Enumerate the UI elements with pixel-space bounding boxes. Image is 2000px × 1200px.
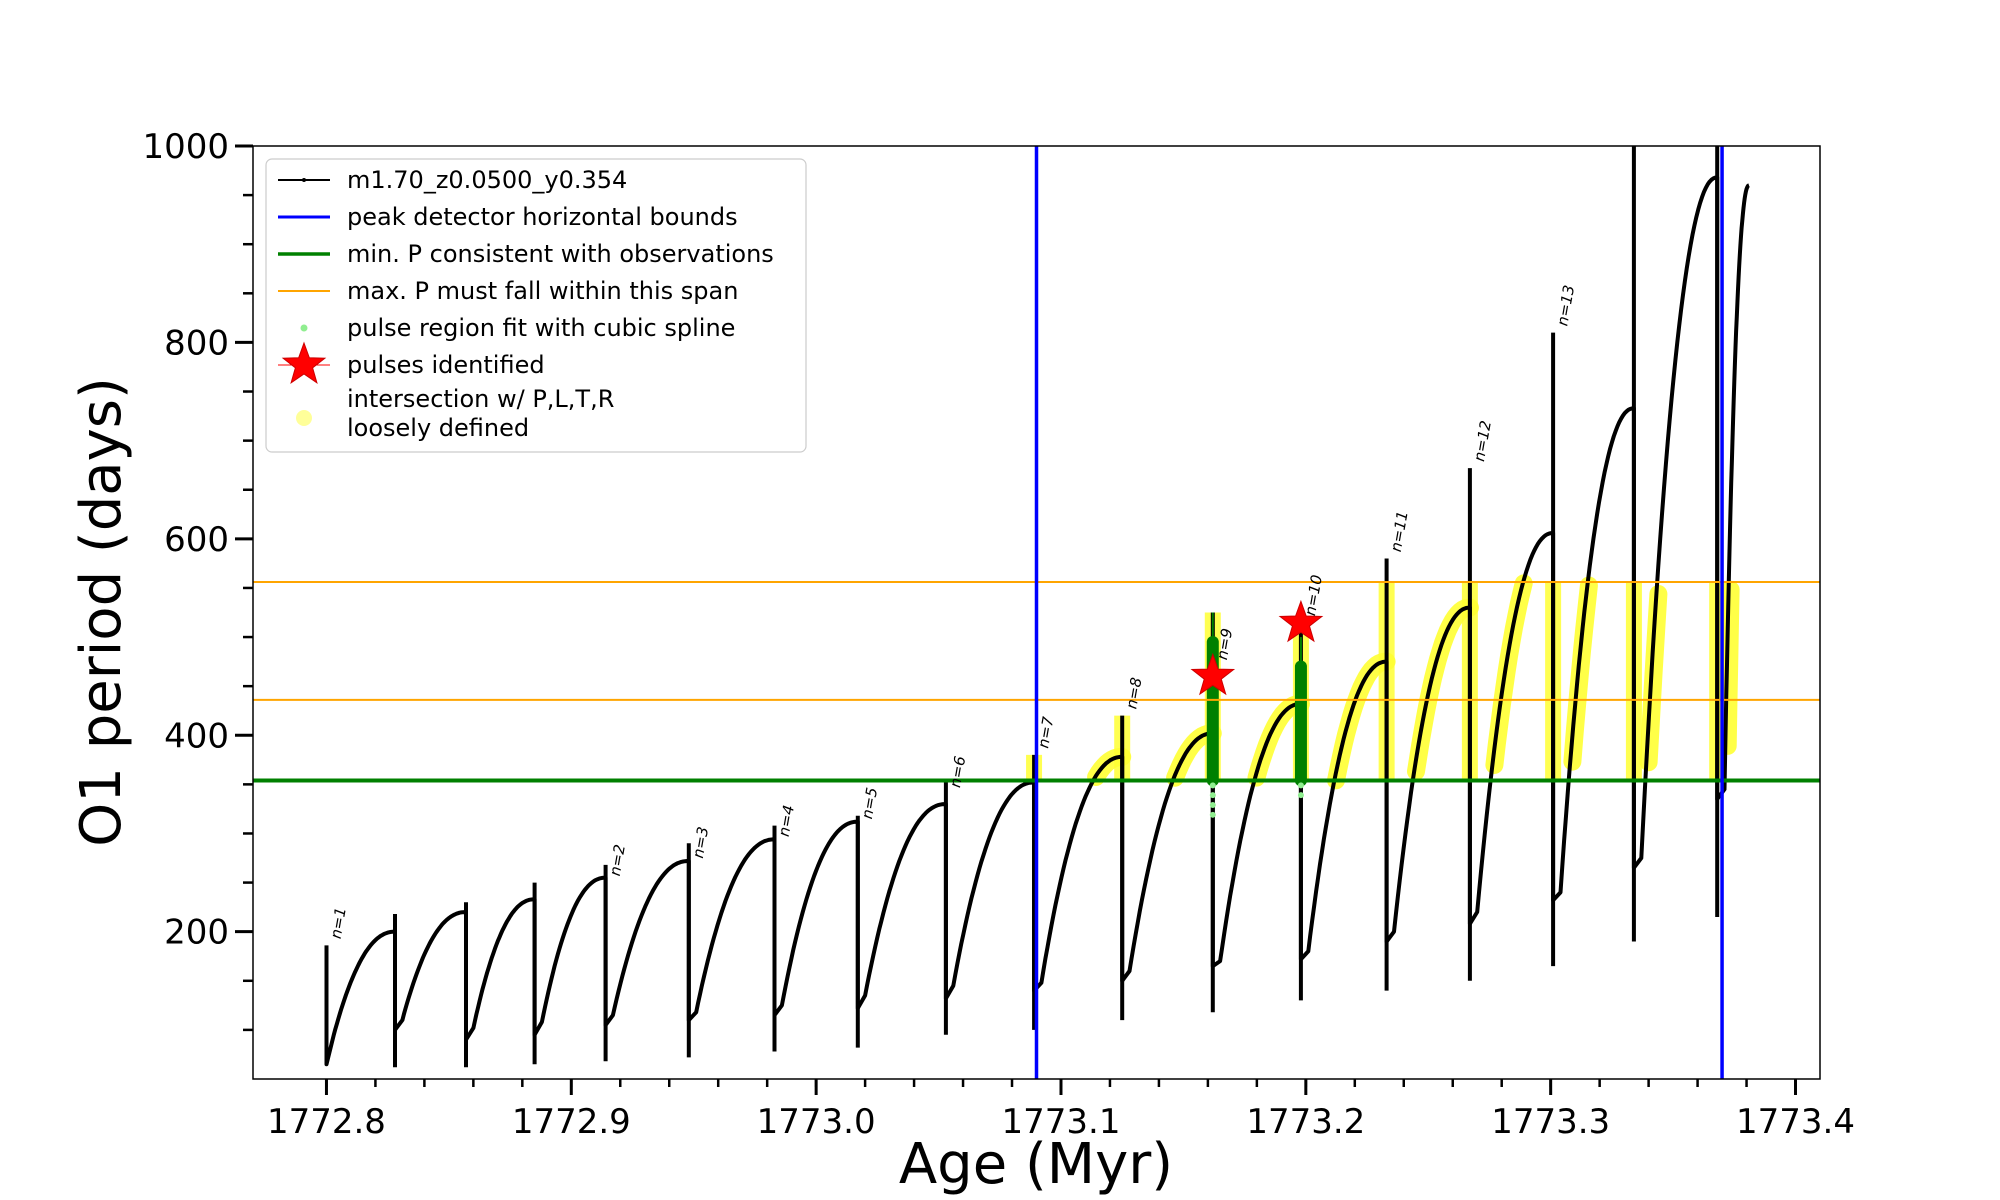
pulse-star [1190, 652, 1236, 696]
cycle-curve [1631, 146, 1720, 917]
pulse-label: n=12 [1470, 419, 1495, 463]
cycle-curve [1715, 146, 1751, 802]
spline-point [1297, 782, 1304, 789]
cycle-curve [855, 802, 948, 1035]
legend-swatch-intersection [296, 410, 312, 426]
plot-frame [252, 145, 1821, 1080]
cycle-curve [686, 837, 777, 1052]
legend-label-max-period: max. P must fall within this span [347, 277, 738, 305]
intersection-band [1407, 598, 1479, 781]
legend-entry-intersection: intersection w/ P,L,T,R loosely defined [296, 385, 614, 442]
cycle-curve [532, 875, 608, 1062]
legend-entry-spline: pulse region fit with cubic spline [300, 314, 735, 342]
legend: m1.70_z0.0500_y0.354 peak detector horiz… [265, 158, 807, 453]
legend-label-intersection: intersection w/ P,L,T,R [347, 385, 614, 413]
legend-swatch-spline [300, 324, 308, 332]
legend-entry-peak-bounds: peak detector horizontal bounds [278, 203, 738, 231]
x-tick-label: 1772.9 [512, 1102, 631, 1142]
x-tick-label: 1772.8 [267, 1102, 386, 1142]
y-tick-label: 400 [164, 716, 229, 756]
pulse-label: n=4 [775, 804, 798, 838]
cycle-curve [1120, 715, 1215, 1013]
y-axis-label: O1 period (days) [69, 377, 134, 847]
x-tick-label: 1773.2 [1246, 1102, 1365, 1142]
intersection-band [1639, 585, 1668, 772]
legend-box [265, 158, 807, 453]
pulse-label: n=11 [1387, 510, 1412, 554]
x-tick-label: 1773.1 [1002, 1102, 1121, 1142]
pulse-label: n=13 [1553, 284, 1578, 328]
pulse-label: n=6 [946, 755, 969, 789]
intersection-band [1718, 580, 1740, 755]
pulse-label: n=9 [1213, 627, 1236, 661]
spline-point [1209, 792, 1216, 799]
legend-entry-model: m1.70_z0.0500_y0.354 [278, 166, 627, 194]
cycle-curve [772, 819, 860, 1048]
spline-point [1209, 782, 1216, 789]
cycle-curve [603, 859, 691, 1058]
legend-swatch-model-dot [302, 178, 306, 182]
y-tick-label: 600 [164, 520, 229, 560]
y-tick-label: 800 [164, 323, 229, 363]
pulse-label: n=7 [1034, 715, 1057, 750]
intersection-band [1563, 576, 1598, 771]
cycle-curve [1298, 622, 1389, 991]
pulse-label: n=10 [1301, 573, 1326, 617]
plot-data-layer [253, 146, 1820, 1079]
legend-entry-max-period: max. P must fall within this span [278, 277, 738, 305]
legend-label-pulses: pulses identified [347, 351, 545, 379]
cycle-curve [393, 910, 468, 1068]
legend-entry-min-period: min. P consistent with observations [278, 240, 774, 268]
cycle-curve [943, 780, 1037, 1030]
spline-point [1209, 811, 1216, 818]
legend-label-peak-bounds: peak detector horizontal bounds [347, 203, 738, 231]
legend-label-intersection-line2: loosely defined [347, 414, 529, 442]
x-tick-label: 1773.3 [1491, 1102, 1610, 1142]
pulse-label: n=8 [1122, 676, 1145, 710]
cycle-curve [1032, 754, 1125, 1021]
legend-label-spline: pulse region fit with cubic spline [347, 314, 735, 342]
pulse-labels-layer: n=1 n=2 n=3 n=4 n=5 n=6 n=7 n=8 n=9 n=10 n=11 n=12 n… [327, 284, 1579, 941]
cycle-curve [1551, 332, 1636, 942]
pulse-star [1278, 599, 1324, 643]
spline-point [1209, 801, 1216, 808]
x-axis-label: Age (Myr) [899, 1132, 1173, 1197]
spline-point [1297, 792, 1304, 799]
cycle-curve [464, 897, 537, 1065]
cycle-curve [1467, 468, 1556, 967]
axes-layer: 1772.8 1772.9 1773.0 1773.1 1773.2 1773.3 1773… [142, 127, 1855, 1142]
y-tick-label: 200 [164, 913, 229, 953]
intersection-band [1485, 574, 1533, 774]
legend-entry-pulses: pulses identified [278, 341, 545, 384]
star-icon [281, 341, 327, 384]
legend-label-min-period: min. P consistent with observations [347, 240, 774, 268]
pulse-label: n=5 [858, 786, 881, 820]
x-tick-label: 1773.4 [1736, 1102, 1855, 1142]
pulse-label: n=3 [689, 825, 712, 859]
cycle-curve [324, 929, 397, 1068]
legend-label-model: m1.70_z0.0500_y0.354 [347, 166, 627, 194]
y-tick-label: 1000 [142, 127, 229, 167]
cycle-curve [1210, 612, 1303, 1001]
pulse-label: n=1 [327, 906, 350, 940]
cycle-curve [1384, 558, 1472, 981]
pulse-label: n=2 [606, 843, 629, 877]
x-tick-label: 1773.0 [757, 1102, 876, 1142]
